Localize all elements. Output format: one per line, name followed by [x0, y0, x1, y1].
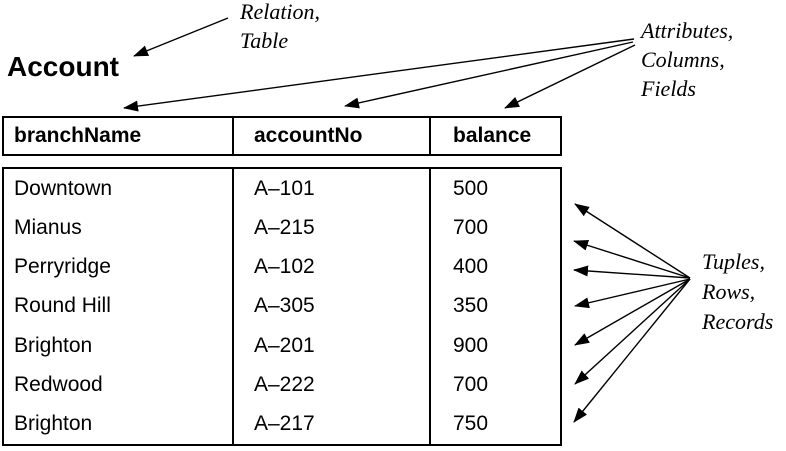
balance-cell: 750 [453, 412, 489, 436]
tuple-arrow-row6 [574, 278, 691, 385]
table-row: Perryridge A–102 400 [4, 247, 560, 287]
table-title: Account [7, 51, 119, 82]
accountno-cell: A–222 [234, 365, 431, 405]
accountno-cell: A–215 [234, 208, 431, 248]
balance-cell: 350 [453, 294, 489, 318]
tuples-annotation-line: Tuples, [702, 249, 765, 274]
relation-annotation-line: Table [240, 28, 289, 53]
table-row: Redwood A–222 700 [4, 365, 560, 405]
attributes-annotation-line: Attributes, [641, 18, 734, 43]
column-header-accountno: accountNo [234, 118, 431, 154]
table-row: Mianus A–215 700 [4, 208, 560, 248]
tuples-annotation: Tuples, Rows, Records [702, 247, 773, 337]
tuples-annotation-line: Records [702, 309, 774, 334]
tuple-arrow-row7 [573, 278, 691, 423]
tuple-arrow-row2 [573, 240, 691, 279]
accountno-cell: A–201 [234, 326, 431, 366]
header-row: branchName accountNo balance [4, 118, 560, 154]
table-row: Round Hill A–305 350 [4, 286, 560, 327]
attribute-arrow-balance [504, 44, 636, 109]
balance-cell: 700 [453, 215, 489, 239]
balance-cell: 700 [453, 373, 489, 397]
branchname-cell: Redwood [4, 365, 234, 405]
relation-annotation: Relation, Table [240, 0, 320, 55]
balance-cell: 900 [453, 333, 489, 357]
accountno-cell: A–305 [234, 286, 431, 327]
table-row: Brighton A–201 900 [4, 326, 560, 366]
attribute-arrow-accountno [344, 41, 634, 109]
branchname-cell: Perryridge [4, 247, 234, 287]
branchname-cell: Brighton [4, 326, 234, 366]
tuple-arrow-row5 [574, 278, 691, 346]
tuple-arrow-row3 [573, 265, 691, 279]
tuple-arrow-row1 [574, 203, 691, 279]
branchname-cell: Mianus [4, 208, 234, 248]
table-row: Downtown A–101 500 [4, 169, 560, 209]
branchname-cell: Round Hill [4, 286, 234, 327]
relation-annotation-line: Relation, [240, 0, 321, 24]
accountno-cell: A–101 [234, 169, 431, 209]
accountno-cell: A–217 [234, 404, 431, 444]
attributes-annotation: Attributes, Columns, Fields [641, 16, 733, 103]
balance-cell: 400 [453, 255, 489, 279]
attributes-annotation-line: Columns, [641, 47, 725, 72]
balance-cell: 500 [453, 176, 489, 200]
table-body-box: Downtown A–101 500 Mianus A–215 700 Perr… [2, 167, 562, 446]
accountno-cell: A–102 [234, 247, 431, 287]
tuples-annotation-line: Rows, [702, 279, 756, 304]
table-header-box: branchName accountNo balance [2, 116, 562, 156]
table-row: Brighton A–217 750 [4, 404, 560, 444]
relation-arrow [133, 17, 229, 57]
column-header-branchname: branchName [4, 118, 234, 154]
attribute-arrow-branchname [123, 38, 635, 112]
branchname-cell: Brighton [4, 404, 234, 444]
tuple-arrow-row4 [574, 278, 691, 309]
attributes-annotation-line: Fields [641, 76, 696, 101]
column-header-balance: balance [453, 124, 532, 147]
branchname-cell: Downtown [4, 169, 234, 209]
